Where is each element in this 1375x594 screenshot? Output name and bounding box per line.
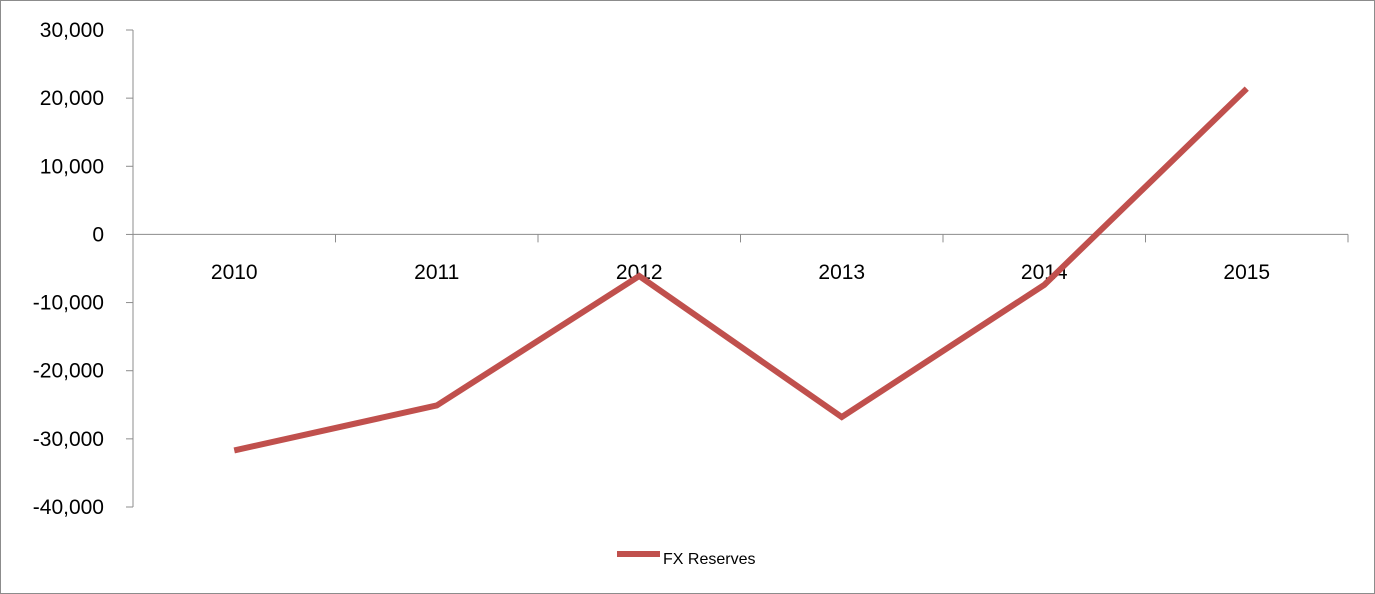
y-tick-label: 30,000	[40, 19, 104, 42]
y-tick-label: -30,000	[33, 428, 104, 451]
series-layer	[233, 86, 1249, 454]
x-tick-label: 2010	[211, 261, 258, 284]
y-tick-label: 10,000	[40, 155, 104, 178]
x-tick-label: 2015	[1223, 261, 1270, 284]
y-tick-label: -10,000	[33, 292, 104, 315]
y-axis: 30,000 20,000 10,000 0 -10,000 -20,000 -30,000…	[33, 19, 134, 519]
y-tick-label: 20,000	[40, 87, 104, 110]
legend: FX Reserves	[617, 551, 755, 568]
y-tick-label: -20,000	[33, 360, 104, 383]
x-axis: 2010 2011 2012 2013 2014 2015	[132, 233, 1349, 284]
y-tick-label: 0	[92, 223, 104, 246]
legend-label: FX Reserves	[663, 551, 755, 568]
x-tick-label: 2014	[1021, 261, 1068, 284]
x-tick-label: 2011	[414, 261, 459, 284]
y-tick-label: -40,000	[33, 496, 104, 519]
x-tick-label: 2013	[818, 261, 865, 284]
series-line-fx-reserves	[233, 86, 1249, 454]
